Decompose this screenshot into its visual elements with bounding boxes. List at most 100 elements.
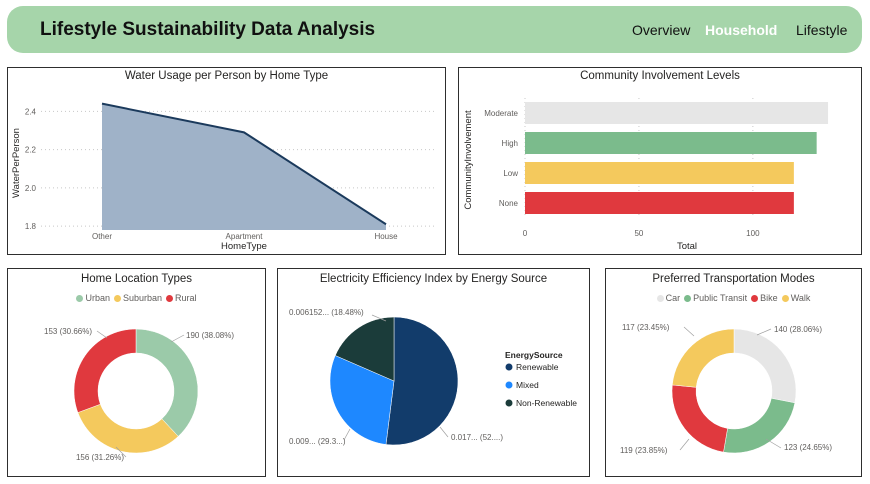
legend-label: Suburban bbox=[122, 293, 163, 303]
home-location-legend: Urban Suburban Rural bbox=[8, 293, 265, 303]
legend-item[interactable]: Walk bbox=[781, 293, 811, 303]
legend-marker bbox=[505, 363, 513, 371]
legend-label: Urban bbox=[85, 293, 110, 303]
data-label-leader bbox=[115, 446, 127, 458]
slice-suburban bbox=[77, 403, 179, 454]
data-label: 140 (28.06%) bbox=[774, 325, 822, 334]
x-axis-title: HomeType bbox=[221, 241, 267, 252]
legend-label: Non-Renewable bbox=[516, 398, 577, 408]
legend-label: Public Transit bbox=[693, 293, 748, 303]
slice-mixed bbox=[329, 355, 395, 445]
slice-walk bbox=[672, 328, 735, 388]
legend-marker bbox=[684, 294, 692, 302]
slice-bike bbox=[671, 384, 728, 453]
nav-lifestyle[interactable]: Lifestyle bbox=[796, 22, 848, 38]
data-label: 0.009... (29.3...) bbox=[289, 437, 346, 446]
legend-item[interactable]: Rural bbox=[166, 293, 197, 303]
transport-chart: 140 (28.06%) 123 (24.65%) 119 (23.85%) 117 … bbox=[620, 323, 832, 455]
bar-moderate bbox=[525, 102, 829, 124]
x-tick-label: House bbox=[374, 232, 398, 241]
legend-label: Walk bbox=[790, 293, 811, 303]
y-tick-label: None bbox=[499, 199, 519, 208]
y-tick-label: 2.0 bbox=[25, 184, 37, 193]
legend-title: EnergySource bbox=[505, 350, 563, 360]
slice-non-renewable bbox=[334, 316, 395, 382]
water-usage-card: Water Usage per Person by Home Type 1.8 2… bbox=[7, 67, 446, 255]
data-label-leader bbox=[679, 438, 690, 451]
home-location-chart: 190 (38.08%) 156 (31.26%) 153 (30.66%) bbox=[44, 327, 234, 462]
data-label-leader bbox=[439, 426, 449, 438]
data-label-leader bbox=[683, 326, 695, 337]
legend-item[interactable]: Urban bbox=[76, 293, 110, 303]
energy-chart: 0.017... (52....) 0.009... (29.3...) 0.006… bbox=[289, 308, 577, 446]
legend-label: Bike bbox=[760, 293, 778, 303]
data-label: 117 (23.45%) bbox=[622, 323, 670, 332]
y-tick-label: 2.2 bbox=[25, 146, 37, 155]
data-label: 123 (24.65%) bbox=[784, 443, 832, 452]
y-axis-title: CommunityInvolvement bbox=[463, 110, 474, 210]
transport-legend: Car Public Transit Bike Walk bbox=[606, 293, 861, 303]
water-usage-title: Water Usage per Person by Home Type bbox=[124, 70, 329, 82]
page-title: Lifestyle Sustainability Data Analysis bbox=[40, 19, 376, 40]
data-label: 119 (23.85%) bbox=[620, 446, 668, 455]
nav-overview[interactable]: Overview bbox=[632, 22, 691, 38]
slice-renewable bbox=[385, 316, 459, 446]
data-label-leader bbox=[371, 314, 387, 322]
legend-item[interactable]: Bike bbox=[751, 293, 778, 303]
legend-marker bbox=[656, 294, 664, 302]
bar-none bbox=[525, 192, 794, 214]
area-fill bbox=[102, 103, 386, 230]
legend-marker bbox=[505, 381, 513, 389]
community-card: Community Involvement Levels 0 50 100 Moder… bbox=[458, 67, 862, 255]
y-tick-label: 2.4 bbox=[25, 107, 37, 116]
energy-title: Electricity Efficiency Index by Energy S… bbox=[319, 273, 548, 285]
x-tick-label: 0 bbox=[523, 229, 528, 238]
water-usage-chart: 1.8 2.0 2.2 2.4 Other Apartment House HomeType W… bbox=[11, 102, 436, 252]
legend-marker bbox=[751, 294, 759, 302]
bar-high bbox=[525, 132, 817, 154]
slice-urban bbox=[135, 328, 199, 437]
y-tick-label: High bbox=[502, 139, 518, 148]
data-label-leader bbox=[96, 330, 108, 339]
data-label-leader bbox=[343, 428, 351, 441]
data-label: 153 (30.66%) bbox=[44, 327, 92, 336]
home-location-card: Home Location Types Urban Suburban Rural 1… bbox=[7, 268, 266, 477]
legend-marker bbox=[113, 294, 121, 302]
legend-marker bbox=[505, 399, 513, 407]
nav-household[interactable]: Household bbox=[705, 22, 778, 38]
legend-item[interactable]: Public Transit bbox=[684, 293, 747, 303]
legend-label: Renewable bbox=[516, 362, 559, 372]
data-label: 0.017... (52....) bbox=[451, 433, 503, 442]
transport-title: Preferred Transportation Modes bbox=[652, 273, 815, 285]
legend-label: Mixed bbox=[516, 380, 539, 390]
x-tick-label: 100 bbox=[746, 229, 760, 238]
slice-rural bbox=[73, 328, 137, 413]
series-line bbox=[101, 102, 387, 226]
y-tick-label: Moderate bbox=[484, 109, 518, 118]
legend-marker bbox=[166, 294, 174, 302]
data-label: 156 (31.26%) bbox=[76, 453, 124, 462]
data-label-leader bbox=[170, 334, 185, 343]
data-label: 190 (38.08%) bbox=[186, 331, 234, 340]
transport-card: Preferred Transportation Modes Car Public… bbox=[605, 268, 862, 477]
legend-marker bbox=[781, 294, 789, 302]
header-bar: Lifestyle Sustainability Data Analysis O… bbox=[7, 6, 862, 53]
energy-card: Electricity Efficiency Index by Energy S… bbox=[277, 268, 590, 477]
x-tick-label: Apartment bbox=[226, 232, 264, 241]
x-tick-label: Other bbox=[92, 232, 112, 241]
home-location-title: Home Location Types bbox=[80, 273, 193, 285]
community-chart: 0 50 100 Moderate High Low None Total CommunityI… bbox=[463, 98, 829, 252]
y-tick-label: 1.8 bbox=[25, 222, 37, 231]
legend-item[interactable]: Suburban bbox=[113, 293, 163, 303]
legend-label: Rural bbox=[175, 293, 197, 303]
y-tick-label: Low bbox=[503, 169, 518, 178]
bar-low bbox=[525, 162, 794, 184]
data-label: 0.006152... (18.48%) bbox=[289, 308, 364, 317]
data-label-leader bbox=[756, 328, 772, 336]
data-label-leader bbox=[765, 438, 782, 449]
legend-item[interactable]: Car bbox=[656, 293, 680, 303]
x-tick-label: 50 bbox=[634, 229, 643, 238]
x-axis-title: Total bbox=[677, 241, 697, 252]
slice-car bbox=[733, 328, 797, 404]
y-axis-title: WaterPerPerson bbox=[11, 128, 22, 198]
